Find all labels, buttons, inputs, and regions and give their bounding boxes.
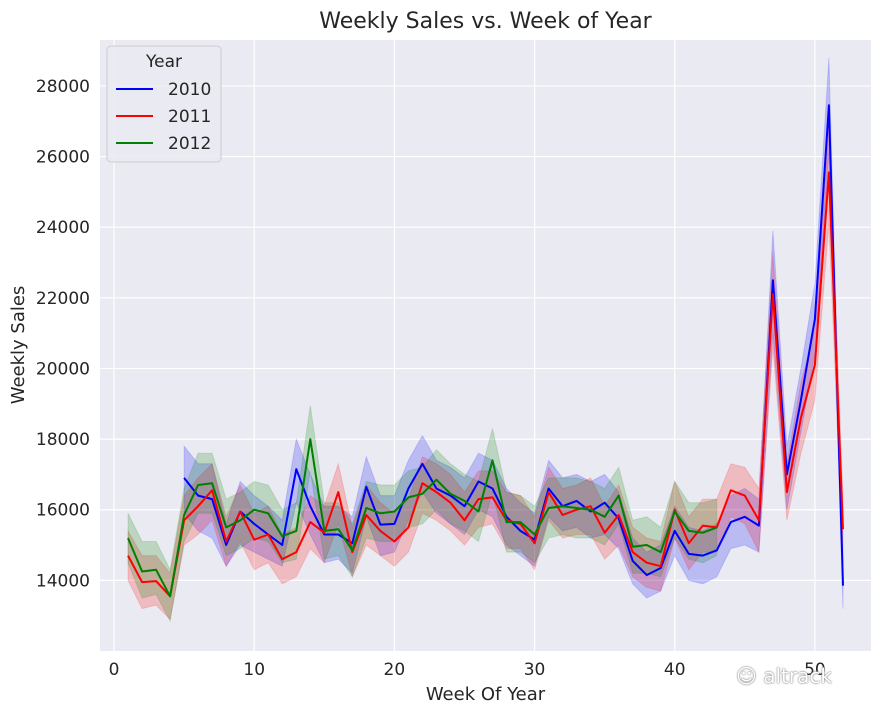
- x-tick-label: 20: [384, 660, 406, 680]
- y-tick-label: 22000: [36, 289, 90, 309]
- series-line-2010: [183, 104, 844, 586]
- x-tick-label: 30: [524, 660, 546, 680]
- watermark-text: altrack: [763, 664, 832, 688]
- y-tick-label: 28000: [36, 77, 90, 97]
- y-tick-label: 20000: [36, 359, 90, 379]
- ci-band-2012: [127, 405, 718, 623]
- confidence-bands: [127, 57, 844, 623]
- legend-title: Year: [145, 52, 182, 72]
- legend-frame: [106, 45, 222, 163]
- legend: Year 2010 2011 2012: [106, 45, 222, 163]
- x-tick-label: 50: [804, 660, 826, 680]
- x-tick-label: 10: [243, 660, 265, 680]
- grid-lines: [100, 40, 871, 651]
- chart-title: Weekly Sales vs. Week of Year: [319, 9, 652, 34]
- y-tick-label: 16000: [36, 501, 90, 521]
- series-line-2012: [127, 438, 718, 598]
- y-tick-label: 26000: [36, 148, 90, 168]
- series-lines: [127, 104, 844, 598]
- wechat-icon: ☺: [736, 664, 757, 688]
- y-tick-label: 24000: [36, 218, 90, 238]
- series-line-2011: [127, 171, 844, 598]
- y-axis-label: Weekly Sales: [8, 286, 29, 405]
- tick-labels: 0 10 20 30 40 50 14000 16000 18000 20000 22000 2400…: [36, 77, 826, 680]
- x-tick-label: 0: [109, 660, 120, 680]
- plot-area: [100, 40, 871, 651]
- x-axis-label: Week Of Year: [426, 684, 546, 705]
- y-tick-label: 14000: [36, 571, 90, 591]
- watermark: ☺ altrack: [736, 664, 832, 688]
- x-tick-label: 40: [664, 660, 686, 680]
- legend-label-2010: 2010: [168, 80, 211, 100]
- ci-band-2010: [183, 57, 844, 609]
- legend-label-2011: 2011: [168, 107, 211, 127]
- legend-label-2012: 2012: [168, 134, 211, 154]
- y-tick-label: 18000: [36, 430, 90, 450]
